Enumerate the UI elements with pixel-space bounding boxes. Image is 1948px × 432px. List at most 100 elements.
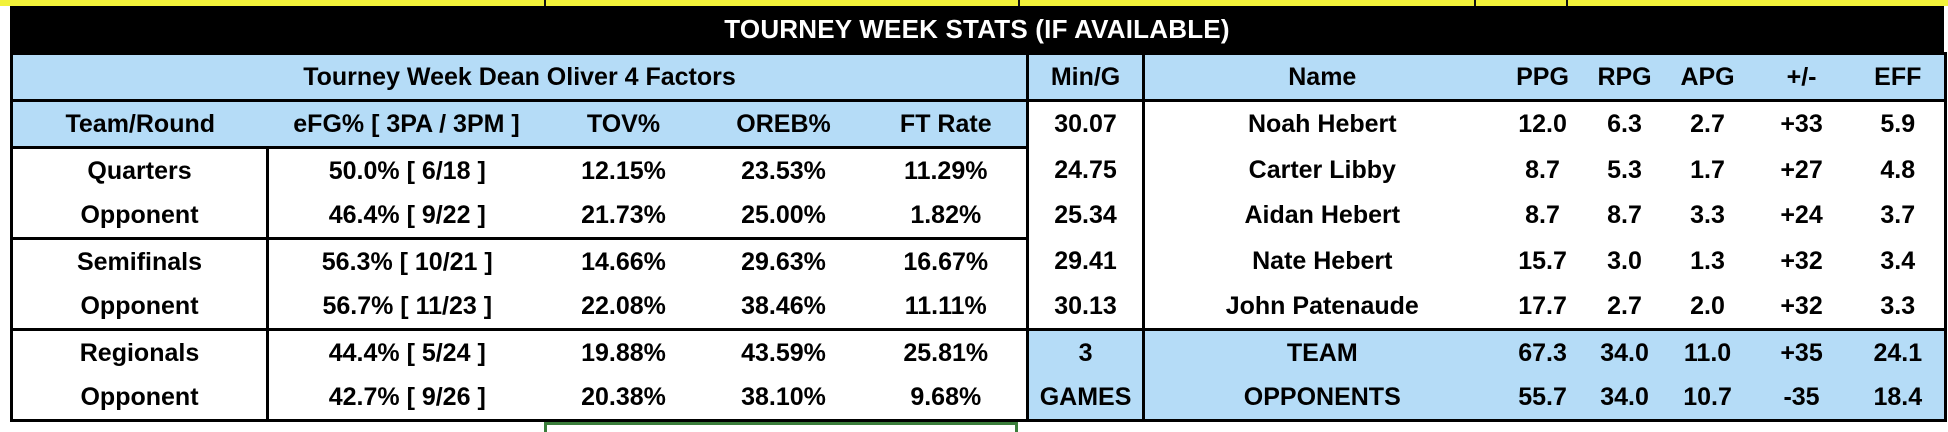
oreb-value: 38.46% <box>701 284 866 331</box>
tov-value: 19.88% <box>581 338 666 367</box>
opponents-apg: 10.7 <box>1663 375 1752 422</box>
header-row-1: Tourney Week Dean Oliver 4 Factors Min/G… <box>9 52 1948 101</box>
col-header-rpg: RPG <box>1585 52 1664 101</box>
player-rpg: 2.7 <box>1585 284 1664 331</box>
player-rpg: 3.0 <box>1607 246 1642 275</box>
opponents-plus-minus: -35 <box>1751 375 1852 422</box>
opponents-eff: 18.4 <box>1851 375 1948 422</box>
round-label: Regionals <box>10 329 269 375</box>
tov-value: 21.73% <box>545 193 702 240</box>
player-name: Aidan Hebert <box>1244 201 1401 230</box>
player-plus-minus: +33 <box>1751 99 1852 148</box>
table-row: Opponent 42.7% [ 9/26 ] 20.38% 38.10% 9.… <box>10 375 1948 422</box>
previous-row-strip <box>0 0 1948 6</box>
ft-rate-value: 9.68% <box>865 375 1030 422</box>
tov-value: 20.38% <box>545 375 702 422</box>
games-count: 3 <box>1027 329 1146 375</box>
player-eff: 3.7 <box>1851 193 1948 239</box>
player-name: John Patenaude <box>1143 284 1500 331</box>
player-apg: 2.0 <box>1663 284 1752 331</box>
player-eff: 5.9 <box>1851 99 1948 148</box>
table-row: Regionals 44.4% [ 5/24 ] 19.88% 43.59% 2… <box>10 329 1948 375</box>
ft-rate-value: 1.82% <box>865 193 1030 240</box>
header-row-2: Team/Round eFG% [ 3PA / 3PM ] TOV% OREB%… <box>10 99 1948 149</box>
round-label: Semifinals <box>10 238 269 284</box>
player-apg: 1.3 <box>1690 246 1725 275</box>
round-label: Opponent <box>10 193 269 240</box>
round-label: Opponent <box>10 284 269 331</box>
player-ppg: 17.7 <box>1499 284 1586 331</box>
player-rpg: 6.3 <box>1585 99 1664 148</box>
round-label: Quarters <box>10 147 269 193</box>
sheet-title: TOURNEY WEEK STATS (IF AVAILABLE) <box>10 6 1944 52</box>
team-plus-minus: +35 <box>1751 329 1852 375</box>
team-apg: 11.0 <box>1663 329 1752 375</box>
stats-grid: Tourney Week Dean Oliver 4 Factors Min/G… <box>9 52 1948 422</box>
player-plus-minus: +32 <box>1780 246 1823 275</box>
efg-value: 46.4% [ 9/22 ] <box>267 193 546 240</box>
oreb-value: 43.59% <box>741 338 826 367</box>
player-eff: 3.3 <box>1851 284 1948 331</box>
oreb-value: 23.53% <box>741 156 826 185</box>
ft-rate-value: 16.67% <box>865 238 1030 284</box>
oreb-value: 29.63% <box>741 247 826 276</box>
team-ppg: 67.3 <box>1499 329 1586 375</box>
player-plus-minus: +32 <box>1751 284 1852 331</box>
oreb-value: 25.00% <box>701 193 866 240</box>
player-eff: 3.4 <box>1851 238 1948 284</box>
games-label: GAMES <box>1027 375 1146 422</box>
tov-value: 22.08% <box>545 284 702 331</box>
player-min: 29.41 <box>1027 238 1146 284</box>
col-header-efg: eFG% [ 3PA / 3PM ] <box>267 99 546 149</box>
player-min: 30.07 <box>1027 99 1146 148</box>
player-apg: 3.3 <box>1690 201 1725 230</box>
col-header-plus-minus: +/- <box>1751 52 1852 101</box>
team-rpg: 34.0 <box>1585 329 1664 375</box>
efg-value: 56.3% [ 10/21 ] <box>321 247 493 276</box>
table-row: Opponent 56.7% [ 11/23 ] 22.08% 38.46% 1… <box>10 284 1948 331</box>
col-header-apg: APG <box>1663 52 1752 101</box>
ft-rate-value: 25.81% <box>865 329 1030 375</box>
player-name: Nate Hebert <box>1252 246 1393 275</box>
opponents-ppg: 55.7 <box>1499 375 1586 422</box>
player-rpg: 5.3 <box>1607 155 1642 184</box>
oreb-value: 38.10% <box>701 375 866 422</box>
efg-value: 56.7% [ 11/23 ] <box>267 284 546 331</box>
player-apg: 2.7 <box>1663 99 1752 148</box>
efg-value: 44.4% [ 5/24 ] <box>328 338 486 367</box>
four-factors-heading: Tourney Week Dean Oliver 4 Factors <box>9 52 1030 101</box>
col-header-oreb: OREB% <box>701 99 866 149</box>
table-row: Quarters 50.0% [ 6/18 ] 12.15% 23.53% 11… <box>10 147 1948 193</box>
table-row: Opponent 46.4% [ 9/22 ] 21.73% 25.00% 1.… <box>10 193 1948 240</box>
col-header-eff: EFF <box>1851 52 1948 101</box>
next-cell-outline <box>544 422 1018 432</box>
efg-value: 50.0% [ 6/18 ] <box>328 156 486 185</box>
tourney-stats-sheet: TOURNEY WEEK STATS (IF AVAILABLE) Tourne… <box>9 6 1948 422</box>
player-eff: 4.8 <box>1851 147 1948 193</box>
col-header-ppg: PPG <box>1499 52 1586 101</box>
col-header-team-round: Team/Round <box>10 99 268 149</box>
player-apg: 1.7 <box>1690 155 1725 184</box>
player-min: 25.34 <box>1027 193 1146 239</box>
efg-value: 42.7% [ 9/26 ] <box>267 375 546 422</box>
player-ppg: 12.0 <box>1499 99 1586 148</box>
col-header-min: Min/G <box>1027 52 1146 101</box>
tov-value: 12.15% <box>581 156 666 185</box>
player-name: Carter Libby <box>1248 155 1396 184</box>
tov-value: 14.66% <box>581 247 666 276</box>
player-plus-minus: +27 <box>1780 155 1823 184</box>
ft-rate-value: 11.11% <box>865 284 1030 331</box>
opponents-total-label: OPPONENTS <box>1143 375 1500 422</box>
player-name: Noah Hebert <box>1143 99 1500 148</box>
col-header-tov: TOV% <box>545 99 702 149</box>
player-min: 30.13 <box>1027 284 1146 331</box>
opponents-rpg: 34.0 <box>1585 375 1664 422</box>
table-row: Semifinals 56.3% [ 10/21 ] 14.66% 29.63%… <box>10 238 1948 284</box>
player-ppg: 8.7 <box>1525 201 1560 230</box>
team-total-label: TEAM <box>1143 329 1500 375</box>
round-label: Opponent <box>10 375 269 422</box>
player-ppg: 8.7 <box>1525 155 1560 184</box>
team-eff: 24.1 <box>1851 329 1948 375</box>
col-header-ft-rate: FT Rate <box>865 99 1030 149</box>
ft-rate-value: 11.29% <box>865 147 1030 193</box>
